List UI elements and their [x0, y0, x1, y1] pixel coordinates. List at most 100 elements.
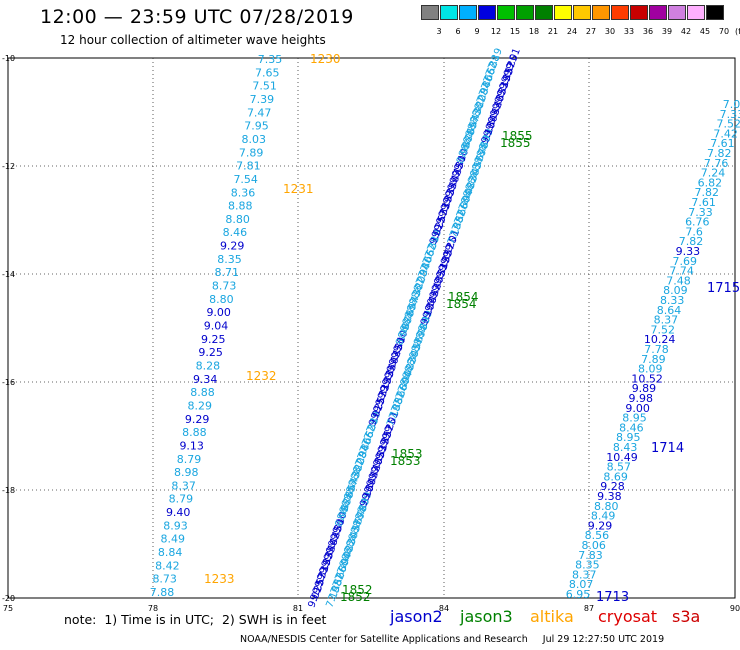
- scale-label: 24: [566, 27, 578, 36]
- scale-label: 36: [642, 27, 654, 36]
- scale-swatch: [478, 5, 496, 20]
- altika-value: 9.40: [166, 506, 191, 519]
- jason2-value: 7.82: [679, 235, 704, 248]
- jason2-value: 9.29: [588, 519, 613, 532]
- legend-item-altika: altika: [530, 607, 574, 626]
- jason2-value: 7.69: [673, 255, 698, 268]
- altika-value: 9.29: [220, 240, 245, 253]
- x-tick-label: 81: [293, 604, 303, 613]
- jason2-value: 8.37: [654, 314, 679, 327]
- altika-value: 8.80: [225, 213, 250, 226]
- altika-value: 8.98: [174, 466, 199, 479]
- scale-label: 33: [623, 27, 635, 36]
- scale-swatch: [440, 5, 458, 20]
- jason2-value: 8.07: [569, 578, 594, 591]
- jason2-value: 8.33: [660, 294, 685, 307]
- scale-label: 12: [490, 27, 502, 36]
- altika-value: 7.47: [247, 106, 272, 119]
- altika-value: 8.36: [231, 186, 256, 199]
- jason2-value: 9.00: [625, 402, 650, 415]
- jason2-value: 6.95: [566, 588, 591, 601]
- altika-value: 8.03: [242, 133, 267, 146]
- jason3-time-label: 1854: [446, 297, 477, 311]
- page-subtitle: 12 hour collection of altimeter wave hei…: [60, 33, 326, 47]
- y-tick-label: -12: [2, 162, 15, 171]
- jason3-time-label: 1855: [502, 129, 533, 143]
- y-tick-label: -14: [2, 270, 15, 279]
- jason2-value: 7.82: [694, 186, 719, 199]
- jason2-value: 9.38: [597, 490, 622, 503]
- jason3-value: 7.19: [486, 47, 505, 72]
- jason2-value: 6.82: [698, 176, 723, 189]
- scale-swatch: [421, 5, 439, 20]
- altika-value: 7.95: [244, 120, 269, 133]
- jason2-time-label: 1713: [596, 590, 629, 605]
- altika-value: 8.80: [209, 293, 234, 306]
- jason2-time-label: 1714: [651, 441, 684, 456]
- scale-label: 18: [528, 27, 540, 36]
- scale-label: 9: [474, 27, 480, 36]
- altika-time-label: 1232: [246, 369, 277, 383]
- altika-value: 9.00: [206, 306, 231, 319]
- scale-swatch: [611, 5, 629, 20]
- y-tick-label: -16: [2, 378, 15, 387]
- scale-label: 6: [455, 27, 461, 36]
- altika-value: 8.46: [223, 226, 248, 239]
- jason3-time-label: 1855: [500, 136, 531, 150]
- legend-item-jason2: jason2: [390, 607, 443, 626]
- altika-value: 8.29: [188, 399, 213, 412]
- jason2-value: 7.6: [685, 225, 703, 238]
- jason2-value: 8.69: [603, 470, 628, 483]
- altika-value: 8.35: [217, 253, 242, 266]
- altika-value: 7.54: [233, 173, 258, 186]
- jason2-value: 9.89: [632, 382, 657, 395]
- jason2-value: 7.61: [710, 137, 735, 150]
- scale-swatch: [459, 5, 477, 20]
- altika-value: 9.04: [204, 320, 229, 333]
- altika-value: 8.28: [196, 359, 221, 372]
- jason2-value: 8.57: [607, 461, 632, 474]
- altika-time-label: 1231: [283, 182, 314, 196]
- jason2-value: 8.56: [585, 529, 610, 542]
- legend-item-cryosat: cryosat: [598, 607, 658, 626]
- altika-value: 7.39: [250, 93, 275, 106]
- jason2-value: 8.09: [638, 363, 663, 376]
- scale-label: 45: [699, 27, 711, 36]
- altika-value: 8.88: [182, 426, 207, 439]
- altika-value: 8.79: [177, 453, 202, 466]
- scale-swatch: [516, 5, 534, 20]
- jason2-value: 7.42: [713, 127, 738, 140]
- jason2-value: 8.09: [663, 284, 688, 297]
- scale-swatch: [668, 5, 686, 20]
- jason3-time-label: 1853: [390, 454, 421, 468]
- altika-value: 7.81: [236, 160, 261, 173]
- scale-swatch: [497, 5, 515, 20]
- scale-label: 42: [680, 27, 692, 36]
- scale-swatch: [630, 5, 648, 20]
- altika-value: 7.88: [150, 586, 175, 599]
- scale-unit: (ft): [734, 27, 740, 36]
- scale-swatch: [706, 5, 724, 20]
- scale-label: 39: [661, 27, 673, 36]
- legend-item-s3a: s3a: [672, 607, 701, 626]
- scale-label: 30: [604, 27, 616, 36]
- jason2-value: 9.98: [629, 392, 654, 405]
- jason2-time-label: 1715: [707, 281, 740, 296]
- x-tick-label: 78: [148, 604, 158, 613]
- scale-label: 70: [718, 27, 730, 36]
- jason2-value: 7.82: [707, 147, 732, 160]
- jason2-value: 7.08: [723, 98, 740, 111]
- jason2-value: 9.28: [600, 480, 625, 493]
- scale-swatch: [687, 5, 705, 20]
- altika-value: 8.42: [155, 559, 180, 572]
- scale-swatch: [649, 5, 667, 20]
- altika-value: 8.84: [158, 546, 183, 559]
- scale-label: 3: [436, 27, 442, 36]
- altika-value: 7.51: [252, 80, 277, 93]
- altika-value: 9.25: [201, 333, 226, 346]
- jason2-value: 6.76: [685, 216, 710, 229]
- altika-value: 8.88: [228, 200, 253, 213]
- altika-value: 9.34: [193, 373, 218, 386]
- scale-swatch: [573, 5, 591, 20]
